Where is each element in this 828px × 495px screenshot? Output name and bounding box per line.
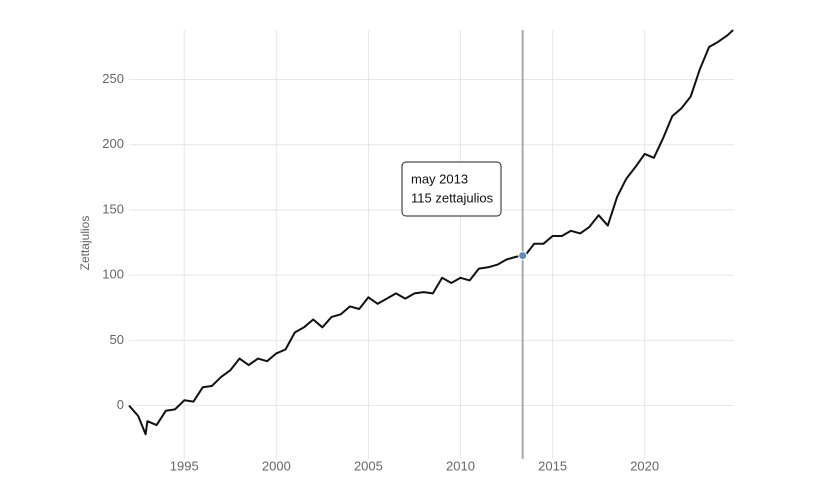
y-tick-label: 100 bbox=[102, 267, 124, 282]
tooltip-value: 115 zettajulios bbox=[411, 190, 494, 205]
y-tick-label: 0 bbox=[117, 397, 124, 412]
tooltip-date: may 2013 bbox=[411, 171, 468, 186]
x-tick-label: 2015 bbox=[538, 458, 567, 473]
y-tick-label: 200 bbox=[102, 136, 124, 151]
x-tick-label: 2010 bbox=[446, 458, 475, 473]
x-tick-label: 1995 bbox=[170, 458, 199, 473]
x-tick-label: 2005 bbox=[354, 458, 383, 473]
y-tick-label: 150 bbox=[102, 201, 124, 216]
y-tick-label: 250 bbox=[102, 71, 124, 86]
x-tick-label: 2020 bbox=[630, 458, 659, 473]
hover-point bbox=[518, 251, 528, 261]
y-axis-label: Zettajulios bbox=[78, 216, 92, 271]
tooltip: may 2013 115 zettajulios bbox=[401, 161, 502, 217]
tooltip-box bbox=[401, 161, 502, 217]
x-tick-label: 2000 bbox=[262, 458, 291, 473]
data-line bbox=[128, 29, 734, 436]
y-tick-label: 50 bbox=[110, 332, 124, 347]
